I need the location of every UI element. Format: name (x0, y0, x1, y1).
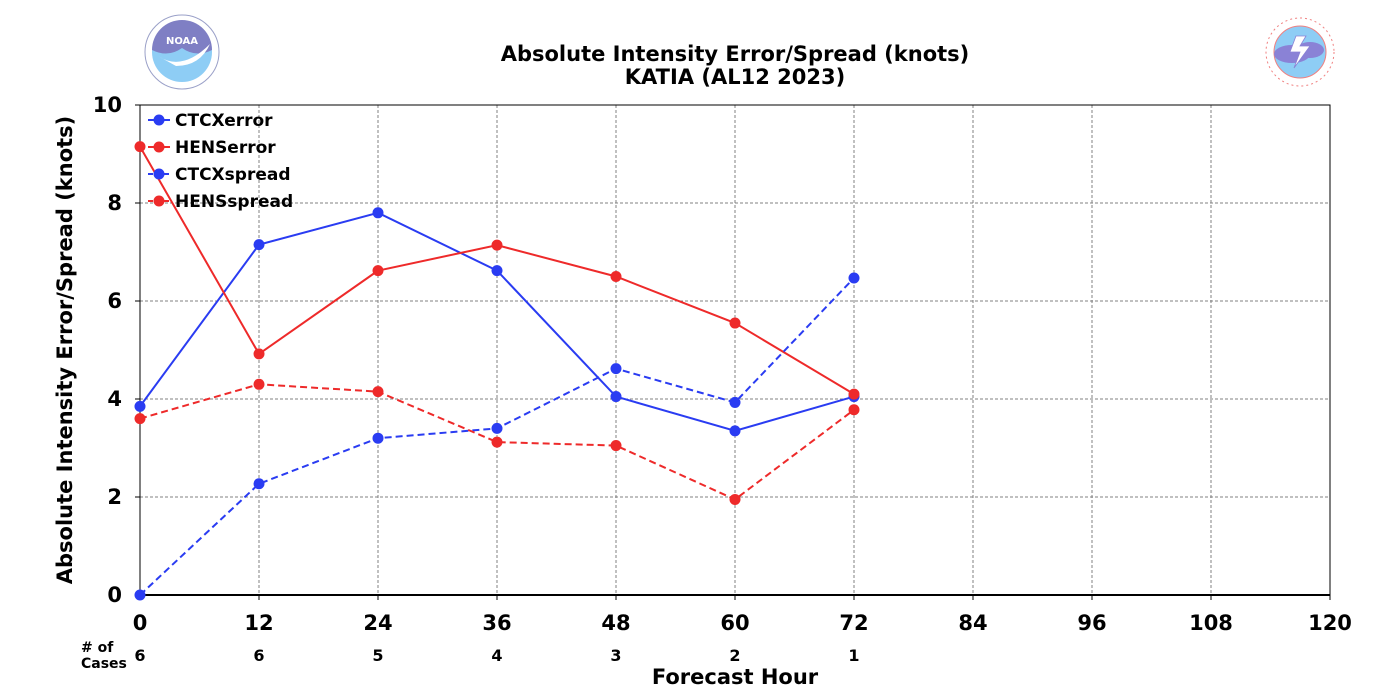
x-tick-label: 0 (133, 611, 148, 635)
legend-item-HENSspread: HENSspread (148, 192, 293, 212)
data-point-HENSerror (610, 271, 622, 282)
legend-marker (153, 168, 165, 180)
cases-row: 6 6 5 4 3 2 1 (134, 646, 859, 665)
legend-label: CTCXerror (175, 111, 273, 131)
data-point-HENSspread (253, 378, 265, 390)
data-point-HENSerror (491, 239, 503, 251)
series-CTCXspread (134, 272, 860, 601)
x-tick-label: 120 (1308, 611, 1352, 635)
data-point-CTCXspread (372, 432, 384, 444)
legend-marker (153, 114, 165, 126)
y-tick-label: 8 (107, 191, 122, 215)
data-point-HENSspread (729, 493, 741, 505)
noaa-logo-text: NOAA (166, 36, 198, 47)
legend-label: HENSerror (175, 138, 276, 158)
data-point-CTCXerror (253, 239, 265, 251)
chart-title: Absolute Intensity Error/Spread (knots) (501, 42, 970, 66)
nws-logo-icon (1263, 15, 1337, 89)
y-tick-label: 10 (93, 93, 122, 117)
data-point-CTCXerror (134, 400, 146, 412)
x-tick-label: 96 (1077, 611, 1106, 635)
x-tick-label: 72 (839, 611, 868, 635)
case-count: 1 (848, 646, 859, 665)
x-tick-label: 24 (363, 611, 392, 635)
y-tick-label: 4 (107, 387, 122, 411)
noaa-logo-icon: NOAA (144, 14, 220, 90)
data-point-CTCXspread (610, 363, 622, 375)
case-count: 6 (253, 646, 264, 665)
data-point-CTCXerror (372, 207, 384, 219)
cases-label-line2: Cases (81, 656, 127, 672)
data-point-CTCXspread (729, 396, 741, 408)
legend-item-CTCXspread: CTCXspread (148, 165, 291, 185)
case-count: 6 (134, 646, 145, 665)
data-point-HENSspread (848, 404, 860, 416)
x-tick-label: 12 (244, 611, 273, 635)
x-tick-label: 60 (720, 611, 749, 635)
y-axis-label: Absolute Intensity Error/Spread (knots) (53, 116, 77, 585)
y-tick-label: 2 (107, 485, 122, 509)
data-point-HENSspread (372, 386, 384, 398)
chart-subtitle: KATIA (AL12 2023) (625, 65, 845, 89)
data-point-HENSerror (729, 317, 741, 329)
legend-item-HENSerror: HENSerror (148, 138, 276, 158)
y-tick-label: 6 (107, 289, 122, 313)
data-point-CTCXerror (610, 391, 622, 403)
data-point-CTCXspread (848, 272, 860, 284)
data-point-CTCXspread (134, 589, 146, 601)
case-count: 3 (610, 646, 621, 665)
legend-label: CTCXspread (175, 165, 291, 185)
x-tick-label: 84 (958, 611, 987, 635)
legend-label: HENSspread (175, 192, 293, 212)
data-point-HENSspread (134, 413, 146, 425)
data-point-HENSspread (491, 436, 503, 448)
data-point-CTCXerror (729, 425, 741, 437)
x-axis-label: Forecast Hour (652, 665, 819, 689)
x-tick-label: 36 (482, 611, 511, 635)
legend-marker (153, 141, 165, 153)
data-point-CTCXspread (491, 422, 503, 434)
case-count: 4 (491, 646, 502, 665)
data-point-HENSspread (610, 440, 622, 452)
x-tick-label: 108 (1189, 611, 1233, 635)
legend: CTCXerror HENSerror CTCXspread HENSspread (148, 111, 293, 212)
data-point-CTCXerror (491, 265, 503, 277)
y-tick-label: 0 (107, 583, 122, 607)
legend-item-CTCXerror: CTCXerror (148, 111, 273, 131)
series-HENSerror (134, 141, 860, 400)
series-HENSspread (134, 378, 860, 505)
series-CTCXerror (134, 207, 860, 437)
cases-label-line1: # of (81, 640, 114, 656)
data-point-HENSerror (134, 141, 146, 153)
data-point-HENSerror (372, 265, 384, 277)
case-count: 2 (729, 646, 740, 665)
data-point-HENSerror (253, 348, 265, 360)
legend-marker (153, 195, 165, 207)
case-count: 5 (372, 646, 383, 665)
data-point-CTCXspread (253, 478, 265, 490)
x-tick-label: 48 (601, 611, 630, 635)
data-point-HENSerror (848, 388, 860, 400)
